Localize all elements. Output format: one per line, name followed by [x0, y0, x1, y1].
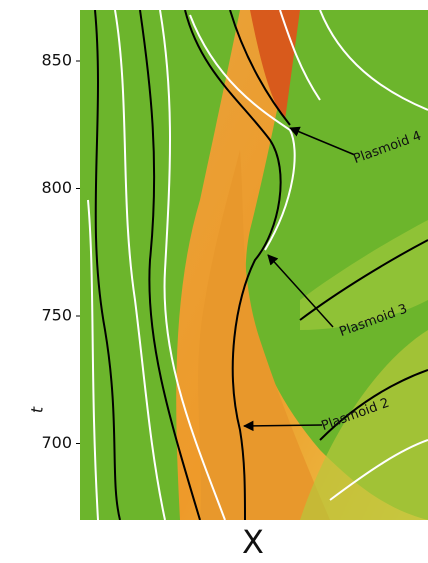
- y-tick-label: 850: [41, 51, 72, 70]
- y-tick-label: 700: [41, 433, 72, 452]
- y-tick-label: 750: [41, 306, 72, 325]
- annotation-arrow: [244, 425, 322, 426]
- y-axis-label: t: [28, 406, 47, 413]
- chart: Plasmoid 4 Plasmoid 3 Plasmoid 2 X t 700…: [0, 0, 428, 559]
- page: {"chart_data": {"type": "field", "xlabel…: [0, 0, 428, 559]
- y-tick-label: 800: [41, 178, 72, 197]
- x-axis-label: X: [242, 523, 264, 559]
- field-image: [80, 10, 428, 520]
